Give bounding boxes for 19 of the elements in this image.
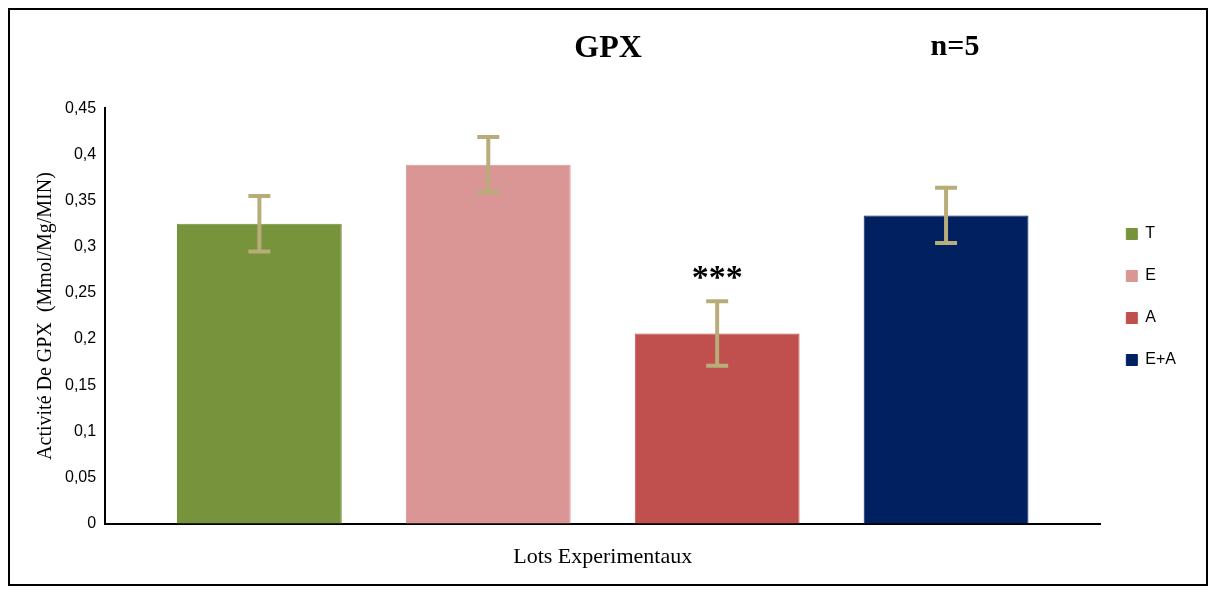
y-tick-label: 0,4 bbox=[73, 144, 97, 162]
y-tick-label: 0,15 bbox=[65, 375, 97, 393]
y-tick-label: 0 bbox=[87, 514, 97, 532]
legend-label: E+A bbox=[1145, 350, 1177, 368]
y-tick-label: 0,3 bbox=[73, 237, 97, 255]
legend-label: E bbox=[1145, 266, 1156, 284]
text: n=5 bbox=[930, 27, 980, 61]
y-tick-label: 0,05 bbox=[65, 467, 97, 485]
y-axis-title: Activité De GPX (Mmol/Mg/MIN) bbox=[33, 172, 57, 460]
x-axis-title: Lots Experimentaux bbox=[513, 542, 693, 568]
legend-label: A bbox=[1145, 308, 1157, 326]
y-tick-label: 0,45 bbox=[65, 98, 97, 116]
y-tick-label: 0,1 bbox=[73, 421, 97, 439]
y-tick-label: 0,2 bbox=[73, 329, 97, 347]
y-tick-label: 0,35 bbox=[65, 191, 97, 209]
y-tick-label: 0,25 bbox=[65, 283, 97, 301]
chart-title: GPX bbox=[574, 28, 642, 65]
annotation: *** bbox=[691, 257, 743, 295]
legend-label: T bbox=[1145, 224, 1156, 242]
